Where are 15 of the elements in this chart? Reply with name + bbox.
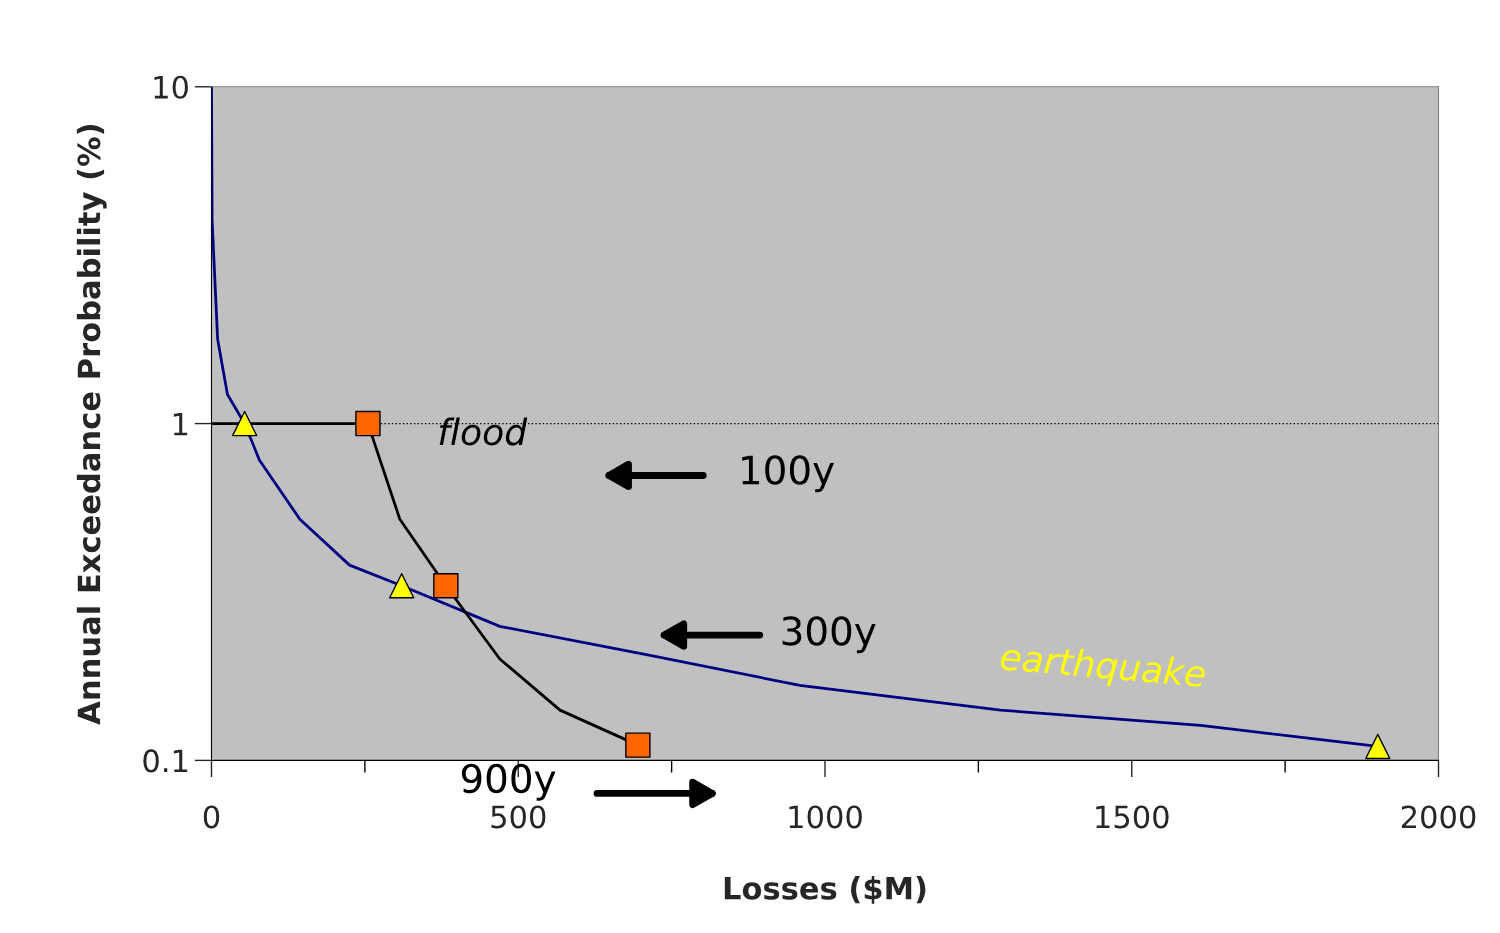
x-tick-label: 1000	[789, 805, 862, 829]
x-tick-label: 0	[203, 805, 220, 829]
x-axis-title: Losses ($M)	[724, 876, 926, 904]
y-tick-label: 1	[173, 412, 188, 436]
y-tick-label: 10	[154, 75, 188, 99]
x-tick-label: 500	[491, 805, 546, 829]
text: 900y	[461, 763, 556, 801]
annotation: earthquake	[999, 641, 1206, 695]
annotation: 100y	[742, 455, 834, 493]
annotation: flood	[439, 417, 528, 446]
y-axis-title: Annual Exceedance Probability (%)	[76, 124, 107, 725]
x-tick-label: 1500	[1096, 805, 1169, 829]
y-tick-label: 0.1	[143, 749, 188, 773]
x-tick-label: 2000	[1401, 805, 1476, 829]
annotation: 300y	[782, 616, 876, 654]
